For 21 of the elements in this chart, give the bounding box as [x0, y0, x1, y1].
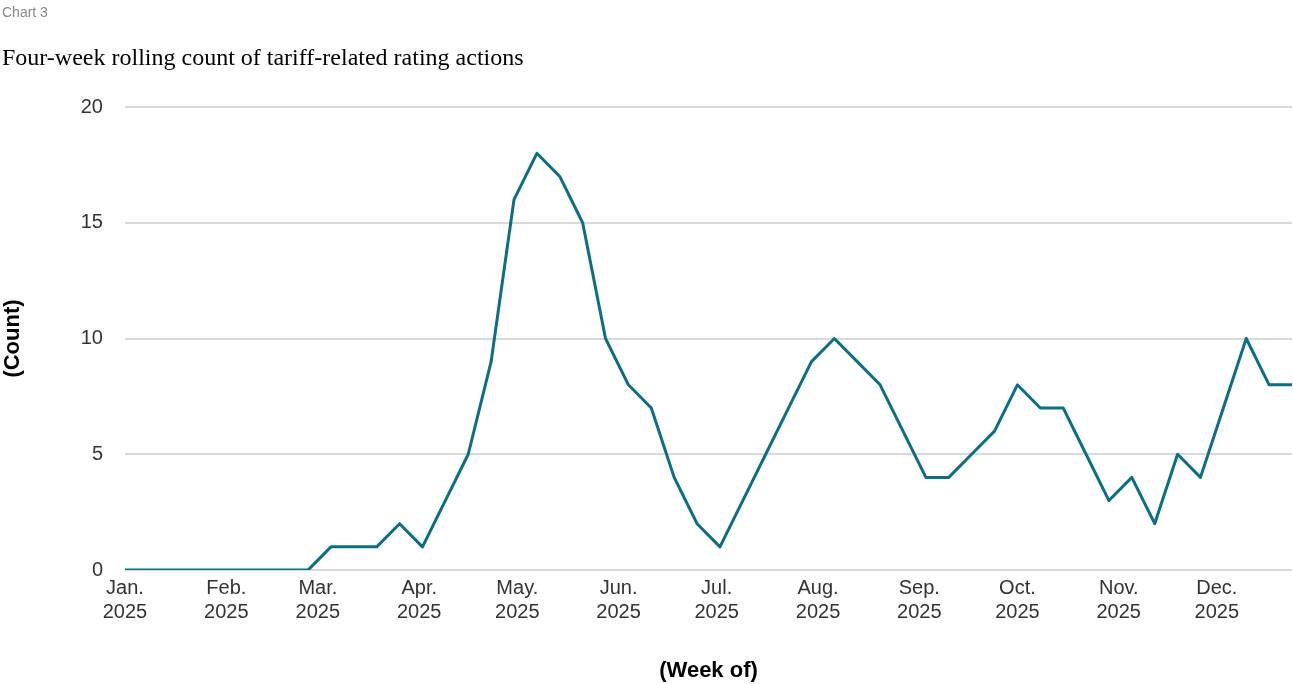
- x-tick-label: Apr. 2025: [396, 575, 442, 622]
- y-tick-label: 0: [91, 557, 103, 580]
- x-tick-label: Nov. 2025: [1096, 575, 1141, 622]
- chart-title: Four-week rolling count of tariff-related rating actions: [2, 44, 524, 71]
- x-tick-label: Jul. 2025: [694, 575, 739, 622]
- x-tick-label: Oct. 2025: [995, 575, 1040, 622]
- x-tick-label: Jan. 2025: [102, 575, 148, 622]
- x-axis-title: (Week of): [659, 656, 758, 682]
- x-tick-label: May. 2025: [495, 575, 540, 622]
- x-tick-label: Jun. 2025: [596, 575, 641, 622]
- y-tick-label: 15: [80, 210, 103, 233]
- x-tick-label: Sep. 2025: [897, 575, 942, 622]
- caption: Chart 3: [2, 4, 48, 20]
- x-tick-label: Aug. 2025: [795, 575, 841, 622]
- y-tick-label: 20: [80, 94, 103, 117]
- y-axis-title: (Count): [0, 299, 25, 378]
- x-tick-label: Dec. 2025: [1194, 575, 1240, 622]
- y-tick-label: 10: [80, 326, 103, 349]
- x-tick-label: Mar. 2025: [295, 575, 341, 622]
- x-tick-label: Feb. 2025: [204, 575, 249, 622]
- y-tick-label: 5: [91, 441, 103, 464]
